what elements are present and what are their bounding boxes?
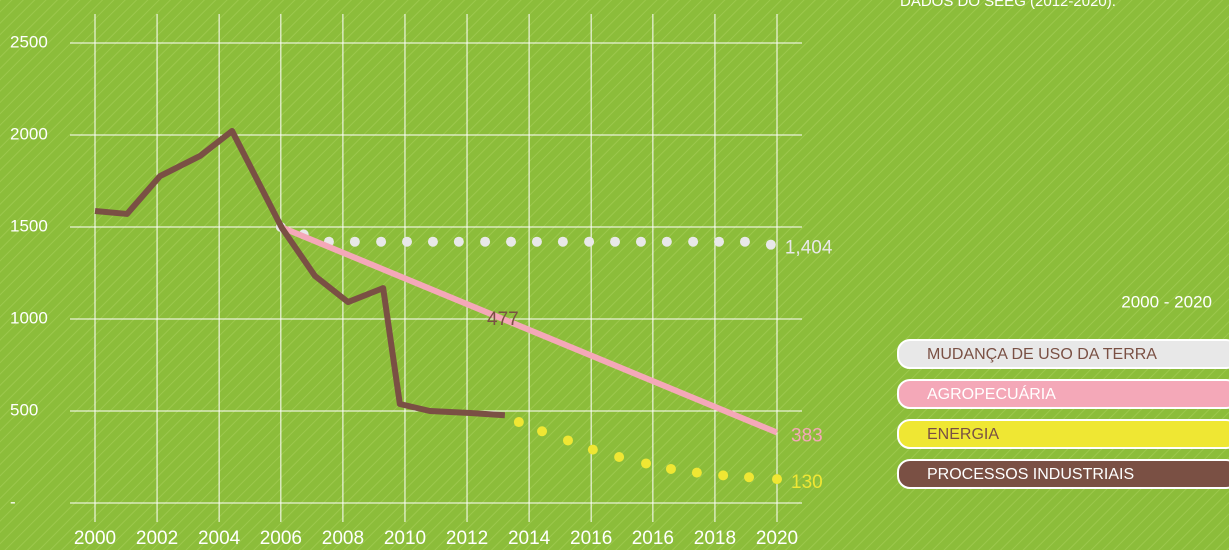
x-tick-label: 2018 (694, 528, 736, 549)
subtitle: DADOS DO SEEG (2012-2020). (900, 0, 1116, 10)
x-tick-label: 2002 (136, 528, 178, 549)
series-dot (584, 236, 595, 247)
y-tick-label: 1500 (10, 216, 48, 235)
series-dot (772, 474, 782, 485)
series-dot (349, 236, 360, 247)
x-tick-label: 2006 (260, 528, 302, 549)
series-dot (557, 236, 568, 247)
legend-label: AGROPECUÁRIA (927, 384, 1056, 403)
legend-swatch (897, 379, 1229, 409)
legend-swatch (897, 339, 1229, 369)
series-dot (562, 435, 573, 446)
data-label: 130 (791, 472, 823, 493)
legend-label: MUDANÇA DE USO DA TERRA (927, 346, 1157, 363)
series-dot (531, 236, 542, 247)
series-line (279, 224, 779, 436)
data-label: 477 (487, 309, 519, 330)
series-dot (453, 236, 464, 247)
legend-swatch (897, 419, 1229, 449)
x-tick-label: 2020 (756, 528, 798, 549)
series-dot (718, 470, 729, 481)
series-dot (614, 452, 625, 462)
series-dot (665, 463, 676, 474)
legend-title: 2000 - 2020 (1121, 292, 1212, 311)
legend-label: PROCESSOS INDUSTRIAIS (927, 466, 1134, 483)
series-dot (506, 236, 517, 247)
series-dot (537, 426, 548, 437)
x-tick-label: 2008 (322, 528, 364, 549)
series-line (94, 127, 506, 419)
x-tick-label: 2010 (384, 528, 426, 549)
x-tick-label: 2016 (570, 528, 612, 549)
series-dot (587, 444, 598, 455)
x-tick-label: 2000 (74, 528, 116, 549)
series-dot (688, 236, 699, 247)
series-dot (402, 236, 413, 247)
legend-swatch (897, 459, 1229, 489)
series-dot (513, 417, 524, 428)
data-label: 383 (791, 426, 823, 447)
y-tick-label: - (10, 492, 16, 511)
series-dot (744, 472, 755, 483)
legend-label: ENERGIA (927, 426, 999, 443)
series-dot (641, 458, 652, 469)
y-tick-label: 2500 (10, 32, 48, 51)
data-label: 1,404 (785, 238, 833, 259)
series-dot (765, 239, 776, 250)
series-dot (427, 236, 438, 247)
y-tick-label: 1000 (10, 308, 48, 327)
series-dot (376, 236, 387, 247)
series-dot (610, 236, 621, 247)
x-tick-label: 2004 (198, 528, 241, 549)
y-tick-label: 2000 (10, 124, 48, 143)
series-dot (661, 236, 672, 247)
series-dot (691, 467, 702, 478)
x-tick-label: 2014 (508, 528, 551, 549)
series-dot (635, 236, 646, 247)
x-tick-label: 2012 (446, 528, 488, 549)
y-tick-label: 500 (10, 400, 38, 419)
x-tick-label: 2016 (632, 528, 674, 549)
series-dot (714, 236, 725, 247)
series-dot (739, 236, 750, 247)
series-dot (480, 236, 491, 247)
